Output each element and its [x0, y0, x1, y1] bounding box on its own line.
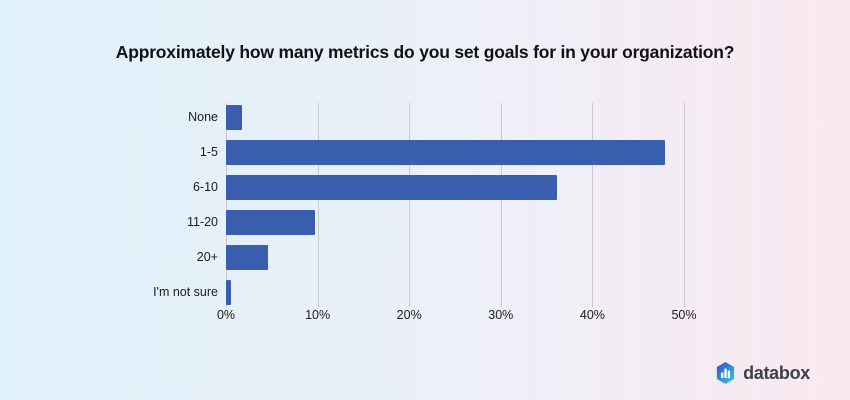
- category-label: 1-5: [199, 145, 218, 159]
- category-label: 6-10: [192, 180, 218, 194]
- chart-title: Approximately how many metrics do you se…: [115, 42, 735, 62]
- bar: [226, 210, 315, 235]
- bar: [226, 105, 243, 130]
- bar: [226, 140, 665, 165]
- x-axis: 0% 10% 20% 30% 40% 50%: [217, 308, 697, 324]
- x-axis-tick-label: 20%: [396, 308, 422, 322]
- gridline: [592, 103, 594, 307]
- x-axis-tick-label: 50%: [671, 308, 697, 322]
- bar: [226, 280, 231, 305]
- gridline: [226, 103, 227, 307]
- bar: [226, 245, 269, 270]
- category-label: I'm not sure: [153, 285, 218, 299]
- gridline: [684, 103, 685, 307]
- databox-logo-text: databox: [743, 362, 810, 383]
- category-label: None: [188, 110, 218, 124]
- gridline: [317, 103, 319, 307]
- gridline: [409, 103, 411, 307]
- plot-area: [226, 103, 685, 307]
- category-axis: None 1-5 6-10 11-20 20+ I'm not sure: [0, 103, 218, 307]
- databox-logo: databox: [716, 362, 810, 384]
- databox-hexagon-bar-chart-icon: [716, 362, 735, 384]
- category-label: 20+: [196, 250, 218, 264]
- bar: [226, 175, 557, 200]
- x-axis-tick-label: 40%: [579, 308, 605, 322]
- x-axis-tick-label: 10%: [305, 308, 331, 322]
- x-axis-tick-label: 30%: [488, 308, 514, 322]
- category-label: 11-20: [186, 215, 218, 229]
- x-axis-tick-label: 0%: [216, 308, 236, 322]
- bar-chart: None 1-5 6-10 11-20 20+ I'm not sure: [0, 103, 850, 307]
- gridline: [500, 103, 502, 307]
